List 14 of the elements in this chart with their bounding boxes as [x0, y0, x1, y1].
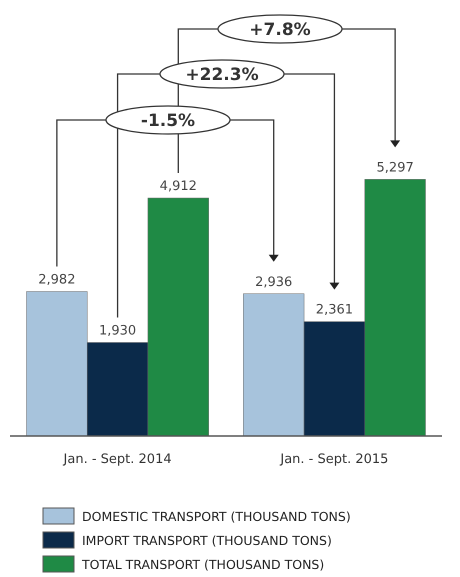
data-label: 4,912 — [160, 179, 197, 194]
data-label: 5,297 — [376, 160, 414, 176]
text: -1.5% — [140, 111, 196, 131]
legend-label: TOTAL TRANSPORT (THOUSAND TONS) — [81, 557, 324, 572]
legend-label: IMPORT TRANSPORT (THOUSAND TONS) — [82, 533, 332, 548]
legend-label: DOMESTIC TRANSPORT (THOUSAND TONS) — [82, 509, 351, 524]
data-label: 2,982 — [38, 272, 76, 288]
text: +7.8% — [249, 20, 311, 40]
data-label: 2,936 — [255, 274, 292, 290]
data-label: 2,361 — [316, 302, 354, 318]
x-tick-label: Jan. - Sept. 2014 — [62, 452, 172, 467]
x-tick-label: Jan. - Sept. 2015 — [279, 452, 388, 467]
text: +22.3% — [185, 65, 259, 85]
data-label: 1,930 — [98, 323, 136, 338]
